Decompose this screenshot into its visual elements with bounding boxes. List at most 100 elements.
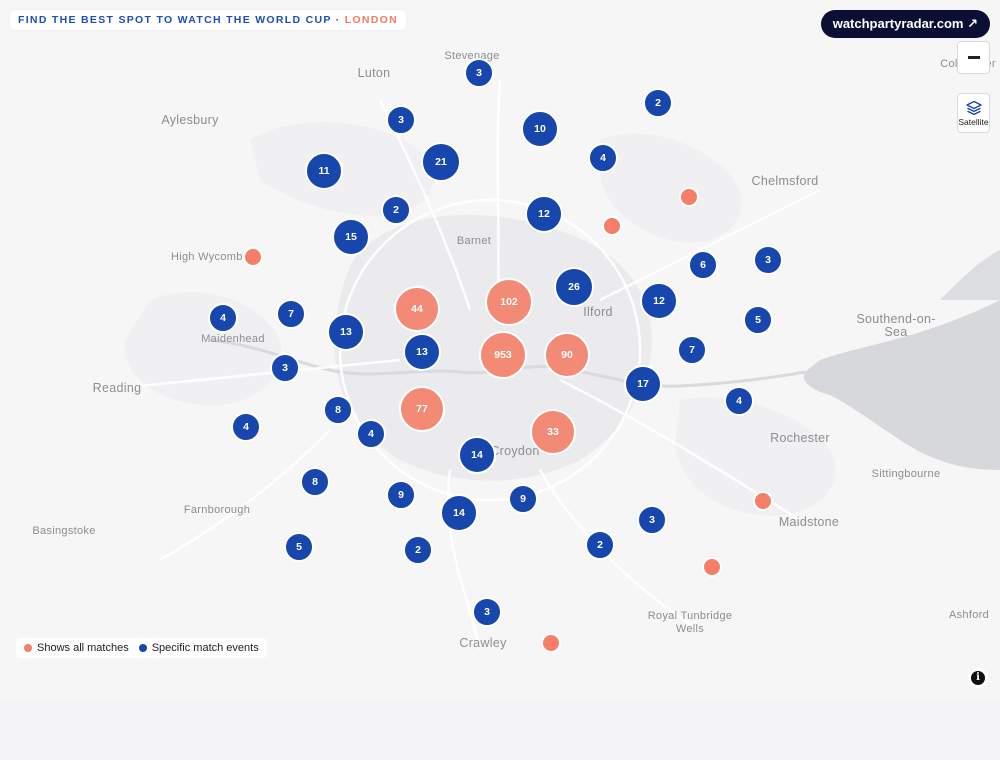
place-label: Royal Tunbridge Wells <box>647 610 733 635</box>
zoom-out-button[interactable] <box>957 41 990 74</box>
legend-all-matches: Shows all matches <box>24 642 129 654</box>
page-title: FIND THE BEST SPOT TO WATCH THE WORLD CU… <box>18 14 332 26</box>
cluster-count: 11 <box>318 165 330 177</box>
info-icon: i <box>971 671 985 685</box>
cluster-count: 12 <box>653 295 665 307</box>
venue-cluster[interactable]: 12 <box>525 195 563 233</box>
cluster-count: 5 <box>755 314 761 326</box>
venue-cluster[interactable]: 9 <box>386 480 416 510</box>
cluster-count: 3 <box>476 67 482 79</box>
venue-cluster[interactable]: 102 <box>485 278 533 326</box>
city-name: LONDON <box>344 14 398 26</box>
cluster-count: 4 <box>600 152 606 164</box>
layers-icon <box>965 100 982 115</box>
venue-cluster[interactable]: 26 <box>554 267 594 307</box>
venue-cluster[interactable]: 2 <box>403 535 433 565</box>
cluster-count: 3 <box>649 514 655 526</box>
minus-icon <box>967 56 980 59</box>
venue-cluster[interactable]: 14 <box>458 436 496 474</box>
title-separator: · <box>331 14 345 26</box>
venue-cluster[interactable]: 15 <box>332 218 370 256</box>
venue-cluster[interactable]: 77 <box>399 386 445 432</box>
cluster-count: 3 <box>484 606 490 618</box>
satellite-toggle-button[interactable]: Satellite <box>957 93 990 133</box>
place-label: Basingstoke <box>32 525 96 537</box>
cluster-count: 17 <box>637 378 649 390</box>
venue-cluster[interactable]: 6 <box>688 250 718 280</box>
venue-cluster[interactable]: 13 <box>327 313 365 351</box>
venue-cluster[interactable]: 13 <box>403 333 441 371</box>
map-canvas[interactable]: StevenageLutonColchesterAylesburyChelmsf… <box>0 0 1000 700</box>
venue-cluster[interactable]: 4 <box>588 143 618 173</box>
venue-marker[interactable] <box>243 247 263 267</box>
venue-cluster[interactable]: 21 <box>421 142 461 182</box>
venue-cluster[interactable]: 2 <box>585 530 615 560</box>
venue-cluster[interactable]: 90 <box>544 332 590 378</box>
venue-marker[interactable] <box>679 187 699 207</box>
place-label: Sittingbourne <box>871 468 941 480</box>
cluster-count: 21 <box>435 156 447 168</box>
cluster-count: 4 <box>220 312 226 324</box>
all-matches-swatch <box>24 644 32 652</box>
venue-cluster[interactable]: 10 <box>521 110 559 148</box>
venue-cluster[interactable]: 33 <box>530 409 576 455</box>
cluster-count: 26 <box>568 281 580 293</box>
venue-cluster[interactable]: 5 <box>284 532 314 562</box>
place-label: Croydon <box>490 444 540 458</box>
venue-marker[interactable] <box>602 216 622 236</box>
cluster-count: 7 <box>689 344 695 356</box>
cluster-count: 9 <box>398 489 404 501</box>
venue-cluster[interactable]: 4 <box>208 303 238 333</box>
venue-cluster[interactable]: 2 <box>643 88 673 118</box>
cluster-count: 7 <box>288 308 294 320</box>
venue-cluster[interactable]: 14 <box>440 494 478 532</box>
cluster-count: 3 <box>398 114 404 126</box>
cluster-count: 6 <box>700 259 706 271</box>
venue-cluster[interactable]: 953 <box>479 331 527 379</box>
venue-cluster[interactable]: 3 <box>472 597 502 627</box>
cluster-count: 953 <box>494 349 512 361</box>
venue-cluster[interactable]: 5 <box>743 305 773 335</box>
specific-events-swatch <box>138 644 147 652</box>
venue-cluster[interactable]: 3 <box>386 105 416 135</box>
venue-cluster[interactable]: 4 <box>356 419 386 449</box>
legend-all-matches-label: Shows all matches <box>37 642 129 654</box>
venue-cluster[interactable]: 7 <box>677 335 707 365</box>
place-label: Reading <box>92 381 142 395</box>
cluster-count: 77 <box>416 403 428 415</box>
cluster-count: 2 <box>597 539 603 551</box>
place-label: Ilford <box>583 305 613 319</box>
cluster-count: 2 <box>415 544 421 556</box>
venue-cluster[interactable]: 8 <box>300 467 330 497</box>
venue-cluster[interactable]: 8 <box>323 395 353 425</box>
venue-cluster[interactable]: 4 <box>231 412 261 442</box>
cluster-count: 2 <box>393 204 399 216</box>
cluster-count: 15 <box>345 231 357 243</box>
cluster-count: 5 <box>296 541 302 553</box>
venue-marker[interactable] <box>541 633 561 653</box>
cluster-count: 102 <box>500 296 518 308</box>
venue-cluster[interactable]: 3 <box>464 58 494 88</box>
legend-specific-events-label: Specific match events <box>151 642 259 654</box>
cluster-count: 4 <box>243 421 249 433</box>
venue-cluster[interactable]: 3 <box>270 353 300 383</box>
venue-cluster[interactable]: 17 <box>624 365 662 403</box>
place-label: High Wycombe <box>170 251 250 263</box>
venue-cluster[interactable]: 2 <box>381 195 411 225</box>
info-button[interactable]: i <box>968 668 988 688</box>
venue-cluster[interactable]: 9 <box>508 484 538 514</box>
venue-cluster[interactable]: 44 <box>394 286 440 332</box>
venue-cluster[interactable]: 3 <box>637 505 667 535</box>
venue-cluster[interactable]: 4 <box>724 386 754 416</box>
venue-marker[interactable] <box>753 491 773 511</box>
venue-cluster[interactable]: 11 <box>305 152 343 190</box>
venue-cluster[interactable]: 3 <box>753 245 783 275</box>
place-label: Maidstone <box>778 515 840 529</box>
cluster-count: 3 <box>282 362 288 374</box>
brand-link-button[interactable]: watchpartyradar.com ↗ <box>820 10 990 38</box>
cluster-count: 9 <box>520 493 526 505</box>
place-label: Rochester <box>770 431 830 445</box>
venue-cluster[interactable]: 12 <box>640 282 678 320</box>
venue-marker[interactable] <box>702 557 722 577</box>
venue-cluster[interactable]: 7 <box>276 299 306 329</box>
